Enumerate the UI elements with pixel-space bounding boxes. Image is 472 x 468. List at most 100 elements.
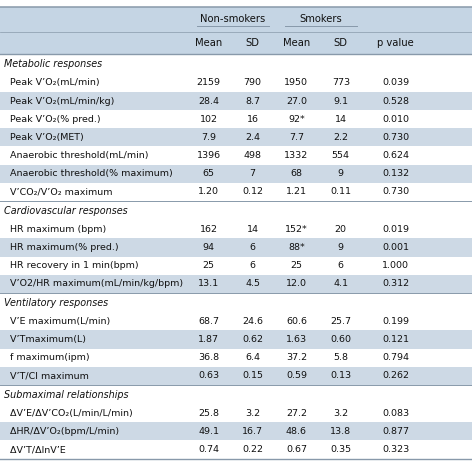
Text: 0.121: 0.121 [382,335,409,344]
Text: 498: 498 [244,151,261,160]
Text: Mean: Mean [195,38,222,48]
Text: 0.13: 0.13 [330,371,351,380]
Text: 7.7: 7.7 [289,133,304,142]
Text: 1.000: 1.000 [382,261,409,270]
Text: 0.312: 0.312 [382,279,409,288]
Text: 92*: 92* [288,115,305,124]
Text: 36.8: 36.8 [198,353,219,362]
Text: 7: 7 [250,169,255,178]
Text: p value: p value [377,38,414,48]
Text: 14: 14 [335,115,347,124]
Text: 27.0: 27.0 [286,96,307,106]
Bar [0,275,472,293]
Text: 0.60: 0.60 [330,335,351,344]
Text: 14: 14 [246,225,259,234]
Text: 0.59: 0.59 [286,371,307,380]
Text: 0.624: 0.624 [382,151,409,160]
Text: V’T/CI maximum: V’T/CI maximum [4,371,89,380]
Bar [0,256,472,275]
Text: 1.63: 1.63 [286,335,307,344]
Text: V’E maximum(L/min): V’E maximum(L/min) [4,317,110,326]
Bar [0,110,472,128]
Text: ΔV’E/ΔV’CO₂(L/min/L/min): ΔV’E/ΔV’CO₂(L/min/L/min) [4,409,133,418]
Bar [0,146,472,165]
Text: Ventilatory responses: Ventilatory responses [4,298,108,307]
Text: 0.323: 0.323 [382,445,409,454]
Text: 2.2: 2.2 [333,133,348,142]
Text: 25: 25 [202,261,215,270]
Bar [0,220,472,238]
Bar [0,201,472,220]
Text: Anaerobic threshold(% maximum): Anaerobic threshold(% maximum) [4,169,173,178]
Text: 0.22: 0.22 [242,445,263,454]
Text: 7.9: 7.9 [201,133,216,142]
Text: 1396: 1396 [196,151,221,160]
Bar [0,404,472,422]
Text: 4.5: 4.5 [245,279,260,288]
Text: Peak V’O₂(MET): Peak V’O₂(MET) [4,133,84,142]
Text: 94: 94 [202,243,215,252]
Text: 65: 65 [202,169,215,178]
Text: 0.67: 0.67 [286,445,307,454]
Text: Peak V’O₂(mL/min/kg): Peak V’O₂(mL/min/kg) [4,96,114,106]
Text: 1332: 1332 [284,151,309,160]
Text: 3.2: 3.2 [245,409,260,418]
Text: 60.6: 60.6 [286,317,307,326]
Text: Smokers: Smokers [300,15,342,24]
Text: 0.730: 0.730 [382,133,409,142]
Text: 0.262: 0.262 [382,371,409,380]
Bar [0,440,472,459]
Bar [0,422,472,440]
Text: 0.083: 0.083 [382,409,409,418]
Bar [0,54,472,74]
Bar [0,128,472,146]
Bar [0,293,472,312]
Bar [0,165,472,183]
Text: 1950: 1950 [285,79,308,88]
Text: 0.35: 0.35 [330,445,351,454]
Bar [0,366,472,385]
Text: ΔV’T/ΔlnV’E: ΔV’T/ΔlnV’E [4,445,66,454]
Text: 1.87: 1.87 [198,335,219,344]
Text: 0.010: 0.010 [382,115,409,124]
Text: 790: 790 [244,79,261,88]
Text: HR maximum (bpm): HR maximum (bpm) [4,225,106,234]
Text: 6: 6 [250,261,255,270]
Text: Peak V’O₂(% pred.): Peak V’O₂(% pred.) [4,115,101,124]
Text: SD: SD [245,38,260,48]
Bar [0,32,472,54]
Text: 0.039: 0.039 [382,79,409,88]
Text: V’Tmaximum(L): V’Tmaximum(L) [4,335,86,344]
Text: 152*: 152* [285,225,308,234]
Bar [0,183,472,201]
Text: 13.1: 13.1 [198,279,219,288]
Text: 88*: 88* [288,243,305,252]
Text: ΔHR/ΔV’O₂(bpm/L/min): ΔHR/ΔV’O₂(bpm/L/min) [4,427,119,436]
Text: 68: 68 [290,169,303,178]
Text: 5.8: 5.8 [333,353,348,362]
Bar [0,74,472,92]
Text: 9: 9 [338,169,344,178]
Text: 37.2: 37.2 [286,353,307,362]
Text: Peak V’O₂(mL/min): Peak V’O₂(mL/min) [4,79,100,88]
Text: 773: 773 [332,79,350,88]
Text: HR recovery in 1 min(bpm): HR recovery in 1 min(bpm) [4,261,138,270]
Text: 25.7: 25.7 [330,317,351,326]
Text: V’O2/HR maximum(mL/min/kg/bpm): V’O2/HR maximum(mL/min/kg/bpm) [4,279,183,288]
Text: 6: 6 [250,243,255,252]
Text: 162: 162 [200,225,218,234]
Text: 0.019: 0.019 [382,225,409,234]
Text: 554: 554 [332,151,350,160]
Text: 49.1: 49.1 [198,427,219,436]
Text: 0.132: 0.132 [382,169,409,178]
Text: 0.15: 0.15 [242,371,263,380]
Text: 0.199: 0.199 [382,317,409,326]
Text: Submaximal relationships: Submaximal relationships [4,389,128,400]
Text: 4.1: 4.1 [333,279,348,288]
Text: 9.1: 9.1 [333,96,348,106]
Text: 0.528: 0.528 [382,96,409,106]
Bar [0,7,472,32]
Text: 6.4: 6.4 [245,353,260,362]
Text: 0.794: 0.794 [382,353,409,362]
Text: f maximum(ipm): f maximum(ipm) [4,353,89,362]
